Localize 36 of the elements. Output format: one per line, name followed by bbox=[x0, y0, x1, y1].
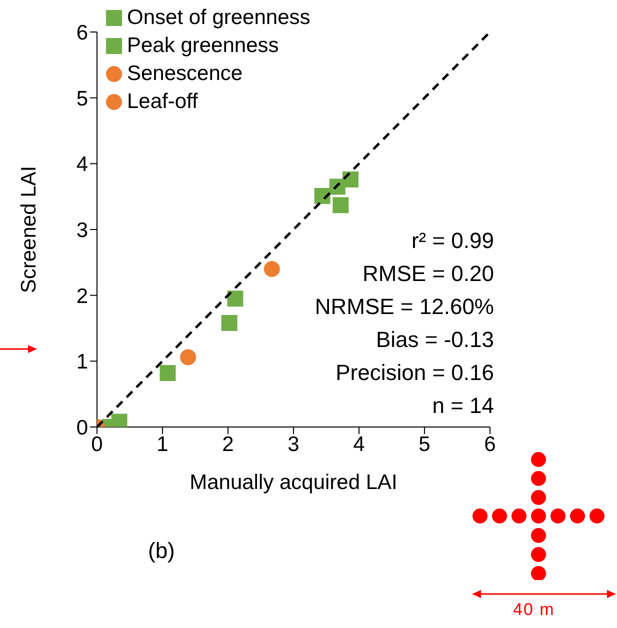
x-tick-label: 0 bbox=[91, 432, 103, 456]
annotation: RMSE = 0.20 bbox=[362, 260, 494, 288]
legend-label: Peak greenness bbox=[127, 33, 279, 59]
x-axis-title: Manually acquired LAI bbox=[190, 471, 398, 494]
point bbox=[160, 365, 176, 382]
annotation: Bias = -0.13 bbox=[374, 326, 494, 354]
point bbox=[227, 290, 244, 307]
x-tick-label: 2 bbox=[222, 432, 234, 456]
y-tick-label: 4 bbox=[76, 153, 88, 176]
y-axis-title: Screened LAI bbox=[17, 166, 40, 294]
x-tick-label: 1 bbox=[156, 432, 168, 456]
annotation: NRMSE = 12.60% bbox=[314, 293, 494, 321]
annotation: n = 14 bbox=[431, 392, 494, 420]
y-tick-label: 5 bbox=[76, 87, 88, 110]
y-tick-label: 2 bbox=[76, 284, 88, 308]
y-tick-label: 3 bbox=[76, 218, 88, 242]
y-tick-label: 1 bbox=[76, 350, 88, 374]
point bbox=[264, 261, 280, 277]
legend-label: Leaf-off bbox=[127, 89, 198, 115]
x-tick-label: 5 bbox=[418, 432, 430, 456]
y-tick-label: 6 bbox=[76, 21, 88, 44]
point bbox=[332, 197, 349, 214]
text: 40 m bbox=[513, 600, 555, 620]
y-tick-label: 0 bbox=[76, 416, 88, 440]
legend-label: Senescence bbox=[127, 61, 243, 87]
point bbox=[180, 349, 196, 366]
text: (b) bbox=[148, 538, 175, 564]
annotation: r² = 0.99 bbox=[410, 227, 494, 255]
x-tick-label: 4 bbox=[353, 432, 366, 456]
annotation: Precision = 0.16 bbox=[334, 359, 494, 387]
x-tick-label: 3 bbox=[288, 432, 300, 456]
point bbox=[221, 314, 238, 331]
legend-label: Onset of greenness bbox=[127, 5, 310, 31]
point bbox=[314, 188, 330, 204]
x-tick-label: 6 bbox=[484, 432, 496, 456]
point bbox=[111, 414, 128, 427]
